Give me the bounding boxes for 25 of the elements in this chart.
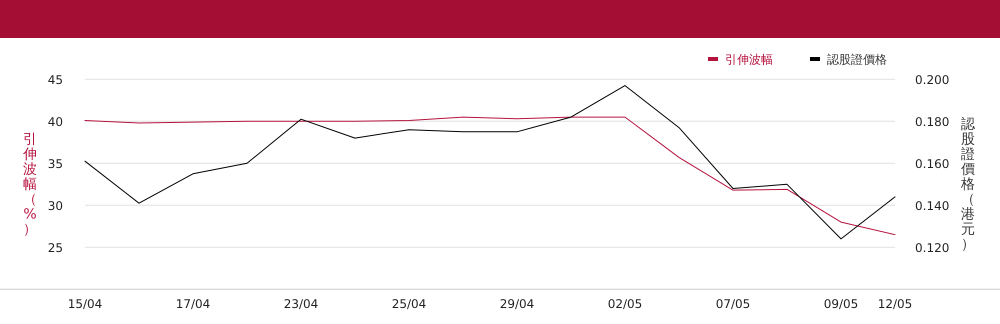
- line-series: [84, 85, 896, 240]
- x-tick-label: 02/05: [608, 297, 642, 311]
- x-tick-label: 15/04: [68, 297, 102, 311]
- x-tick-label: 23/04: [284, 297, 318, 311]
- x-tick-label: 09/05: [824, 297, 858, 311]
- x-tick-label: 29/04: [500, 297, 534, 311]
- y-axis-title: 引伸波幅（%）: [22, 132, 37, 238]
- y-tick-label: 30: [48, 198, 63, 213]
- y-tick-label: 40: [48, 114, 63, 129]
- text: 認股證價格（港元）: [961, 116, 975, 252]
- x-tick-label: 25/04: [392, 297, 426, 311]
- y2-tick-label: 0.140: [915, 198, 950, 213]
- y2-tick-label: 0.120: [915, 240, 950, 255]
- line-series: [84, 116, 896, 236]
- legend-label: 引伸波幅: [725, 52, 773, 66]
- y2-tick-label: 0.160: [915, 156, 950, 171]
- x-tick-label: 07/05: [716, 297, 750, 311]
- legend-label: 認股證價格: [827, 52, 887, 66]
- x-tick-label: 12/05: [878, 297, 912, 311]
- y-tick-label: 35: [48, 156, 63, 171]
- y2-tick-label: 0.180: [915, 114, 950, 129]
- y-tick-label: 25: [48, 240, 63, 255]
- y-tick-label: 45: [48, 72, 63, 87]
- y2-tick-label: 0.200: [915, 72, 950, 87]
- x-tick-label: 17/04: [176, 297, 210, 311]
